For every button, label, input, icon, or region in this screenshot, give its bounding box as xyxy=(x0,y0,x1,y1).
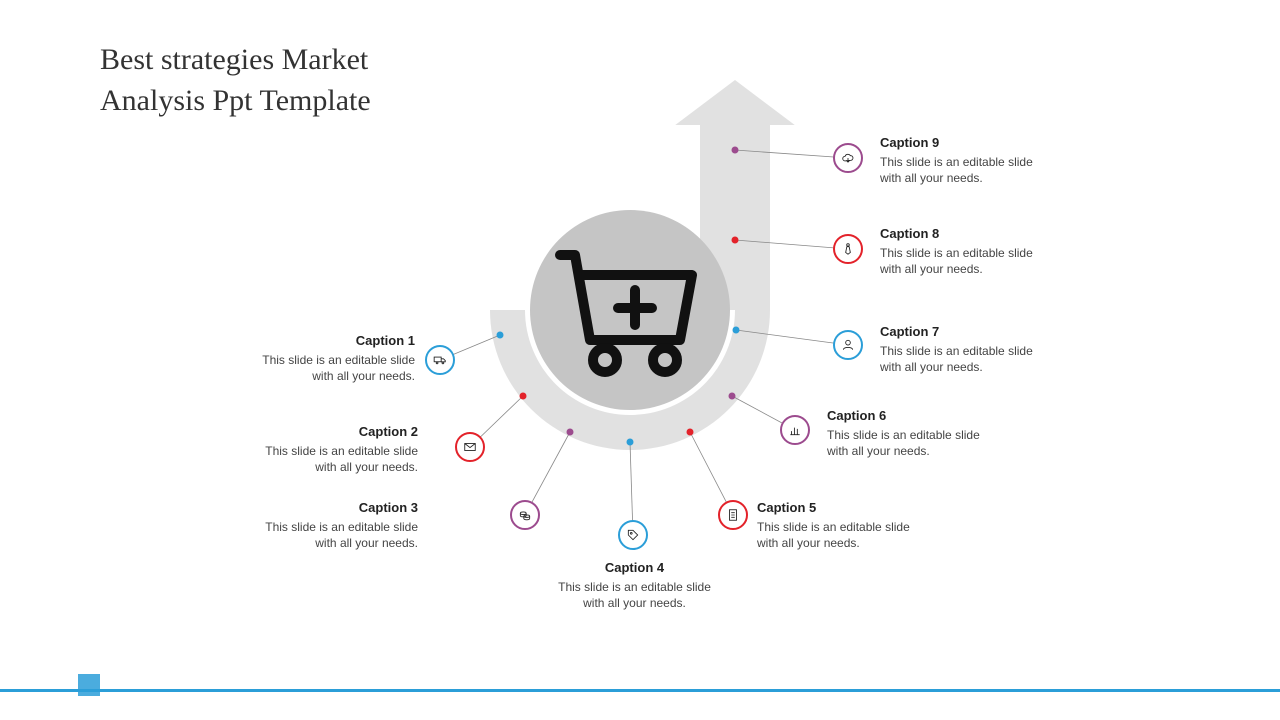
caption-1: Caption 1 This slide is an editable slid… xyxy=(250,333,415,384)
caption-4: Caption 4 This slide is an editable slid… xyxy=(552,560,717,611)
caption-icon-9 xyxy=(833,143,863,173)
caption-title: Caption 4 xyxy=(552,560,717,575)
caption-body: This slide is an editable slide with all… xyxy=(250,352,415,384)
caption-icon-2 xyxy=(455,432,485,462)
caption-5: Caption 5 This slide is an editable slid… xyxy=(757,500,922,551)
footer-square xyxy=(78,674,100,696)
caption-body: This slide is an editable slide with all… xyxy=(880,245,1045,277)
caption-icon-6 xyxy=(780,415,810,445)
caption-icon-5 xyxy=(718,500,748,530)
caption-title: Caption 1 xyxy=(250,333,415,348)
caption-icon-3 xyxy=(510,500,540,530)
caption-title: Caption 7 xyxy=(880,324,1045,339)
caption-title: Caption 3 xyxy=(253,500,418,515)
caption-title: Caption 9 xyxy=(880,135,1045,150)
caption-body: This slide is an editable slide with all… xyxy=(880,154,1045,186)
caption-title: Caption 6 xyxy=(827,408,992,423)
caption-7: Caption 7 This slide is an editable slid… xyxy=(880,324,1045,375)
caption-title: Caption 8 xyxy=(880,226,1045,241)
caption-6: Caption 6 This slide is an editable slid… xyxy=(827,408,992,459)
caption-icon-8 xyxy=(833,234,863,264)
caption-3: Caption 3 This slide is an editable slid… xyxy=(253,500,418,551)
caption-icon-4 xyxy=(618,520,648,550)
caption-9: Caption 9 This slide is an editable slid… xyxy=(880,135,1045,186)
caption-body: This slide is an editable slide with all… xyxy=(253,443,418,475)
cart-plus-icon xyxy=(560,255,692,372)
caption-body: This slide is an editable slide with all… xyxy=(757,519,922,551)
caption-8: Caption 8 This slide is an editable slid… xyxy=(880,226,1045,277)
caption-body: This slide is an editable slide with all… xyxy=(552,579,717,611)
footer-line xyxy=(0,689,1280,692)
caption-icon-1 xyxy=(425,345,455,375)
caption-title: Caption 5 xyxy=(757,500,922,515)
caption-2: Caption 2 This slide is an editable slid… xyxy=(253,424,418,475)
slide-root: { "title": "Best strategies Market\nAnal… xyxy=(0,0,1280,720)
caption-icon-7 xyxy=(833,330,863,360)
caption-body: This slide is an editable slide with all… xyxy=(880,343,1045,375)
caption-title: Caption 2 xyxy=(253,424,418,439)
caption-body: This slide is an editable slide with all… xyxy=(253,519,418,551)
caption-body: This slide is an editable slide with all… xyxy=(827,427,992,459)
slide-title: Best strategies MarketAnalysis Ppt Templ… xyxy=(100,40,371,121)
